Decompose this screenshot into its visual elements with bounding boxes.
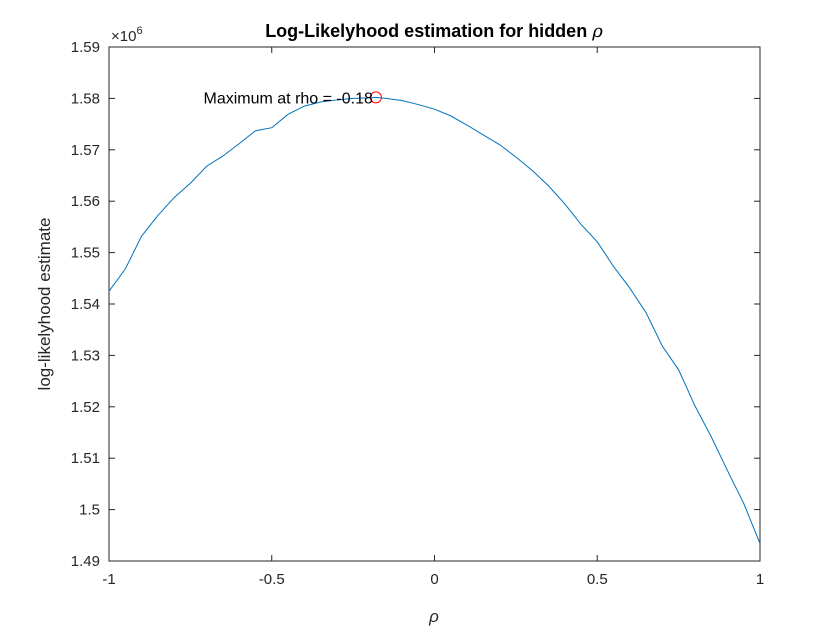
- y-tick-label: 1.58: [71, 90, 100, 107]
- y-tick-label: 1.51: [71, 450, 100, 467]
- y-tick-label: 1.55: [71, 245, 100, 262]
- y-exponent-base: ×10: [111, 28, 136, 45]
- y-axis-ticks: 1.49 1.5 1.51 1.52 1.53 1.54 1.55 1.56 1.57 1.58 1…: [71, 39, 760, 570]
- y-tick-label: 1.52: [71, 399, 100, 416]
- y-tick-label: 1.49: [71, 553, 100, 570]
- y-axis-label: log-likelyhood estimate: [35, 218, 54, 391]
- maximum-annotation: Maximum at rho = -0.18: [204, 90, 374, 107]
- y-tick-label: 1.53: [71, 347, 100, 364]
- plot-area: [108, 46, 761, 562]
- y-tick-label: 1.56: [71, 193, 100, 210]
- maximum-marker: [369, 91, 382, 104]
- y-tick-label: 1.59: [71, 39, 100, 56]
- y-exponent-label: ×106: [111, 25, 143, 45]
- series-layer: [108, 91, 761, 544]
- x-tick-label: 0: [430, 571, 438, 588]
- chart-title-text: Log-Likelyhood estimation for hidden: [265, 21, 587, 41]
- y-exponent-power: 6: [136, 25, 142, 37]
- y-tick-label: 1.57: [71, 142, 100, 159]
- series-line: [108, 96, 761, 544]
- chart-title-symbol: ρ: [591, 21, 603, 42]
- x-axis-label: ρ: [428, 607, 439, 626]
- x-tick-label: 1: [756, 571, 764, 588]
- chart-title: Log-Likelyhood estimation for hidden ρ: [265, 21, 603, 42]
- x-axis-ticks: -1 -0.5 0 0.5 1: [102, 47, 764, 588]
- x-tick-label: 0.5: [587, 571, 608, 588]
- x-tick-label: -1: [102, 571, 115, 588]
- x-tick-label: -0.5: [259, 571, 285, 588]
- y-tick-label: 1.5: [79, 502, 100, 519]
- y-tick-label: 1.54: [71, 296, 100, 313]
